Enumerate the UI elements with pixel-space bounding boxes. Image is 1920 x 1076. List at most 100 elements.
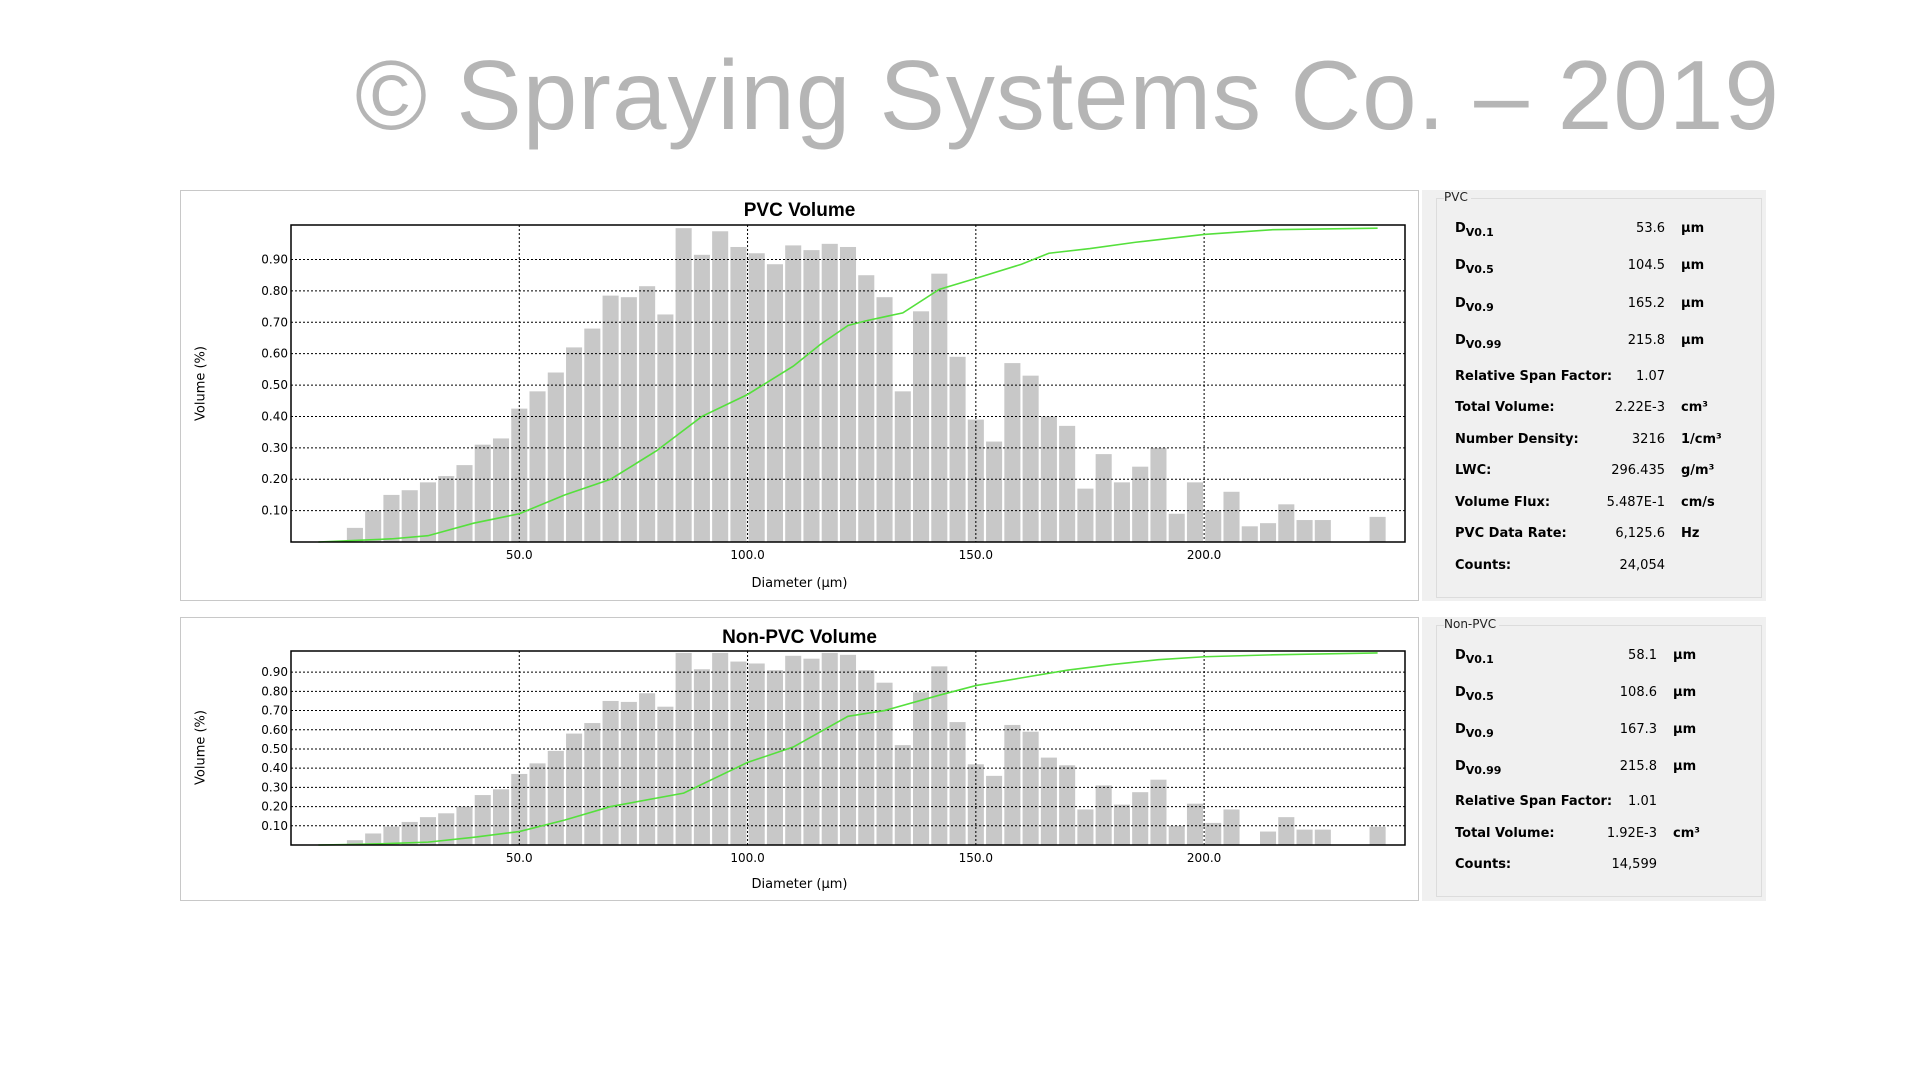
stat-label: DV0.99	[1455, 759, 1501, 777]
stat-label-text: Counts:	[1455, 857, 1512, 872]
non-pvc-group: DV0.1 58.1 µm DV0.5 108.6 µm DV0.9 167.3 µm DV0.9…	[1436, 625, 1762, 897]
histogram-bar	[766, 264, 783, 542]
stat-label: Relative Span Factor:	[1455, 794, 1612, 809]
stat-value: 58.1	[1628, 648, 1657, 663]
histogram-bar	[584, 328, 601, 542]
pvc-volume-chart: PVC Volume Volume (%) Diameter (µm) 0.10…	[180, 190, 1419, 601]
pvc-volume-plot: 0.10 0.20 0.30 0.40 0.50 0.60 0.70 0.80 0.90 50.0…	[261, 224, 1406, 562]
stat-row: DV0.99 215.8 µm	[1455, 333, 1755, 355]
stat-label-text: PVC Data Rate:	[1455, 526, 1567, 541]
cumulative-volume-line	[318, 652, 1378, 846]
histogram-bar	[419, 817, 437, 845]
histogram-bar	[1040, 757, 1057, 845]
stat-label-text: D	[1455, 759, 1466, 774]
y-tick-label: 0.70	[261, 315, 288, 329]
stat-row: Number Density: 3216 1/cm³	[1455, 432, 1755, 454]
histogram-bar	[1314, 829, 1331, 845]
histogram-bar	[894, 391, 911, 542]
histogram-bar	[474, 795, 491, 845]
histogram-bar	[1150, 779, 1167, 845]
stat-unit: 1/cm³	[1681, 432, 1722, 447]
stat-label-text: Relative Span Factor:	[1455, 369, 1613, 384]
y-tick-label: 0.80	[261, 684, 288, 698]
stat-value: 296.435	[1611, 463, 1665, 478]
stat-row: DV0.9 167.3 µm	[1455, 722, 1755, 744]
histogram-bar	[785, 655, 802, 845]
stat-row: DV0.99 215.8 µm	[1455, 759, 1755, 781]
stat-label: DV0.9	[1455, 722, 1494, 740]
stat-label-subscript: V0.99	[1465, 764, 1502, 777]
stat-label: Total Volume:	[1455, 400, 1555, 415]
histogram-bar	[712, 231, 729, 542]
histogram-bar	[1059, 425, 1076, 542]
histogram-bar	[986, 441, 1003, 542]
stat-unit: µm	[1681, 221, 1705, 236]
y-tick-label: 0.30	[261, 441, 288, 455]
histogram-bar	[346, 527, 363, 542]
histogram-bar	[438, 813, 455, 845]
y-tick-label: 0.60	[261, 723, 288, 737]
y-tick-label: 0.50	[261, 742, 288, 756]
stat-label: DV0.5	[1455, 685, 1494, 703]
histogram-bar	[383, 826, 400, 845]
stat-label-text: D	[1455, 648, 1466, 663]
histogram-bar	[1296, 520, 1313, 542]
histogram-bar	[1369, 516, 1386, 542]
chart-title: Non-PVC Volume	[722, 627, 877, 648]
histogram-bar	[1113, 804, 1130, 845]
histogram-bar	[602, 700, 619, 845]
x-tick-label: 200.0	[1187, 548, 1221, 562]
stat-row: Relative Span Factor: 1.07	[1455, 369, 1755, 391]
y-tick-label: 0.60	[261, 347, 288, 361]
stat-value: 1.92E-3	[1606, 826, 1657, 841]
histogram-bar	[913, 311, 930, 542]
histogram-bar	[419, 482, 437, 542]
stat-label-text: Total Volume:	[1455, 826, 1555, 841]
histogram-bar	[474, 444, 491, 542]
stat-label-text: D	[1455, 258, 1466, 273]
y-tick-label: 0.90	[261, 665, 288, 679]
histogram-bar	[365, 833, 382, 845]
stat-label-text: D	[1455, 685, 1466, 700]
histogram-bar	[913, 692, 930, 845]
histogram-bar	[1369, 826, 1386, 845]
stat-unit: µm	[1673, 648, 1697, 663]
stat-label: Relative Span Factor:	[1455, 369, 1612, 384]
non-pvc-stats-panel: DV0.1 58.1 µm DV0.5 108.6 µm DV0.9 167.3 µm DV0.9…	[1422, 617, 1766, 901]
stat-label-text: D	[1455, 722, 1466, 737]
stat-value: 53.6	[1636, 221, 1665, 236]
histogram-bar	[401, 490, 418, 542]
histogram-bar	[657, 314, 674, 542]
histogram-bar	[931, 273, 948, 542]
histogram-bar	[876, 297, 893, 542]
y-tick-label: 0.20	[261, 472, 288, 486]
stat-label-text: D	[1455, 333, 1466, 348]
stat-label-subscript: V0.5	[1465, 690, 1494, 703]
stat-value: 6,125.6	[1615, 526, 1665, 541]
stat-label-subscript: V0.1	[1465, 226, 1494, 239]
stat-label-text: Counts:	[1455, 558, 1512, 573]
y-tick-label: 0.10	[261, 819, 288, 833]
histogram-bar	[511, 773, 528, 845]
histogram-bar	[1059, 765, 1076, 845]
stat-label: DV0.1	[1455, 648, 1494, 666]
stat-unit: µm	[1681, 296, 1705, 311]
histogram-bar	[1186, 482, 1204, 542]
y-tick-label: 0.30	[261, 780, 288, 794]
group-title: Non-PVC	[1444, 617, 1500, 631]
stat-row: Total Volume: 1.92E-3 cm³	[1455, 826, 1755, 848]
stat-row: Relative Span Factor: 1.01	[1455, 794, 1755, 816]
stat-label: DV0.1	[1455, 221, 1494, 239]
stat-row: PVC Data Rate: 6,125.6 Hz	[1455, 526, 1755, 548]
histogram-bar	[821, 652, 838, 845]
non-pvc-volume-plot: 0.10 0.20 0.30 0.40 0.50 0.60 0.70 0.80 0.90 50.0…	[261, 650, 1406, 865]
histogram-bar	[858, 670, 875, 845]
histogram-bar	[657, 706, 674, 845]
histogram-bar	[1095, 454, 1112, 542]
histogram-bar	[1168, 825, 1185, 845]
stat-value: 2.22E-3	[1614, 400, 1665, 415]
histogram-bar	[1004, 724, 1021, 845]
stat-label: PVC Data Rate:	[1455, 526, 1567, 541]
chart-title: PVC Volume	[743, 200, 856, 221]
stat-value: 108.6	[1619, 685, 1657, 700]
